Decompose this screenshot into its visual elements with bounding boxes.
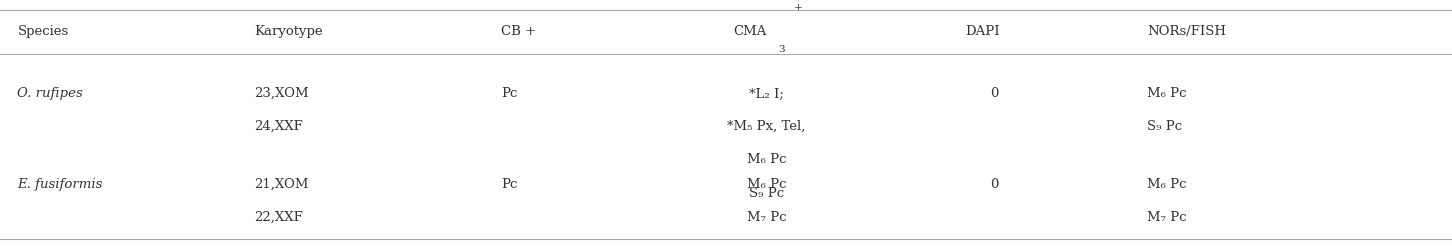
Text: M₆ Pc: M₆ Pc <box>746 154 787 166</box>
Text: 0: 0 <box>990 178 999 191</box>
Text: NORs/FISH: NORs/FISH <box>1147 26 1225 38</box>
Text: *M₅ Px, Tel,: *M₅ Px, Tel, <box>727 120 806 133</box>
Text: 0: 0 <box>990 87 999 100</box>
Text: S₉ Pc: S₉ Pc <box>1147 120 1182 133</box>
Text: Pc: Pc <box>501 87 517 100</box>
Text: Karyotype: Karyotype <box>254 26 322 38</box>
Text: *L₂ I;: *L₂ I; <box>749 87 784 100</box>
Text: O. rufipes: O. rufipes <box>17 87 83 100</box>
Text: 24,XXF: 24,XXF <box>254 120 303 133</box>
Text: 23,XOM: 23,XOM <box>254 87 309 100</box>
Text: +: + <box>794 3 803 12</box>
Text: M₆ Pc: M₆ Pc <box>1147 87 1186 100</box>
Text: M₇ Pc: M₇ Pc <box>1147 211 1186 224</box>
Text: CMA: CMA <box>733 26 767 38</box>
Text: 22,XXF: 22,XXF <box>254 211 303 224</box>
Text: CB +: CB + <box>501 26 536 38</box>
Text: Pc: Pc <box>501 178 517 191</box>
Text: 3: 3 <box>778 45 786 54</box>
Text: 21,XOM: 21,XOM <box>254 178 309 191</box>
Text: M₆ Pc: M₆ Pc <box>746 178 787 191</box>
Text: Species: Species <box>17 26 68 38</box>
Text: M₇ Pc: M₇ Pc <box>746 211 787 224</box>
Text: S₉ Pc: S₉ Pc <box>749 187 784 200</box>
Text: E. fusiformis: E. fusiformis <box>17 178 103 191</box>
Text: M₆ Pc: M₆ Pc <box>1147 178 1186 191</box>
Text: DAPI: DAPI <box>966 26 1000 38</box>
